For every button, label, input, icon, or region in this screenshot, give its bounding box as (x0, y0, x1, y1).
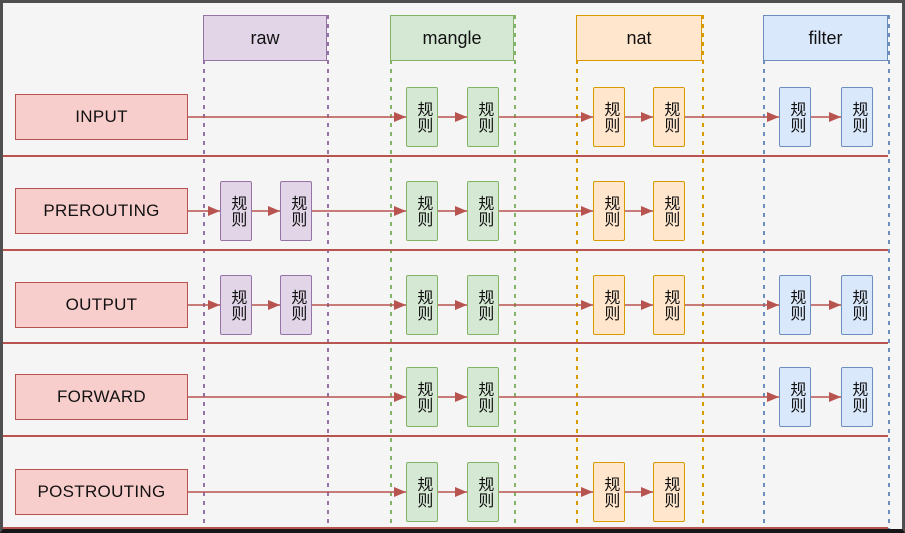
table-header-mangle: mangle (390, 15, 514, 61)
rule-box-forward-filter: 规则 (841, 367, 873, 427)
rule-box-output-raw: 规则 (280, 275, 312, 335)
rule-box-output-mangle: 规则 (467, 275, 499, 335)
column-line-nat-left (576, 15, 578, 530)
rule-box-prerouting-mangle: 规则 (406, 181, 438, 241)
rule-box-prerouting-nat: 规则 (593, 181, 625, 241)
table-header-nat: nat (576, 15, 702, 61)
table-header-raw: raw (203, 15, 327, 61)
rule-box-prerouting-raw: 规则 (280, 181, 312, 241)
column-line-mangle-right (514, 15, 516, 530)
column-line-nat-right (702, 15, 704, 530)
rule-box-input-mangle: 规则 (406, 87, 438, 147)
rule-box-prerouting-raw: 规则 (220, 181, 252, 241)
table-header-filter: filter (763, 15, 888, 61)
rule-box-input-filter: 规则 (779, 87, 811, 147)
chain-label-forward: FORWARD (15, 374, 188, 420)
rule-box-postrouting-mangle: 规则 (467, 462, 499, 522)
rule-box-prerouting-nat: 规则 (653, 181, 685, 241)
rule-box-forward-filter: 规则 (779, 367, 811, 427)
rule-box-output-mangle: 规则 (406, 275, 438, 335)
rule-box-input-filter: 规则 (841, 87, 873, 147)
rule-box-postrouting-mangle: 规则 (406, 462, 438, 522)
rule-box-input-nat: 规则 (593, 87, 625, 147)
rule-box-output-filter: 规则 (841, 275, 873, 335)
column-line-filter-left (763, 15, 765, 530)
rule-box-prerouting-mangle: 规则 (467, 181, 499, 241)
chain-label-prerouting: PREROUTING (15, 188, 188, 234)
rule-box-output-filter: 规则 (779, 275, 811, 335)
rule-box-output-nat: 规则 (593, 275, 625, 335)
chain-label-output: OUTPUT (15, 282, 188, 328)
rule-box-forward-mangle: 规则 (467, 367, 499, 427)
rule-box-postrouting-nat: 规则 (653, 462, 685, 522)
column-line-raw-left (203, 15, 205, 530)
rule-box-output-raw: 规则 (220, 275, 252, 335)
rule-box-postrouting-nat: 规则 (593, 462, 625, 522)
rule-box-forward-mangle: 规则 (406, 367, 438, 427)
column-line-raw-right (327, 15, 329, 530)
column-line-filter-right (888, 15, 890, 530)
chain-label-postrouting: POSTROUTING (15, 469, 188, 515)
chain-label-input: INPUT (15, 94, 188, 140)
rule-box-input-nat: 规则 (653, 87, 685, 147)
rule-box-output-nat: 规则 (653, 275, 685, 335)
column-line-mangle-left (390, 15, 392, 530)
rule-box-input-mangle: 规则 (467, 87, 499, 147)
